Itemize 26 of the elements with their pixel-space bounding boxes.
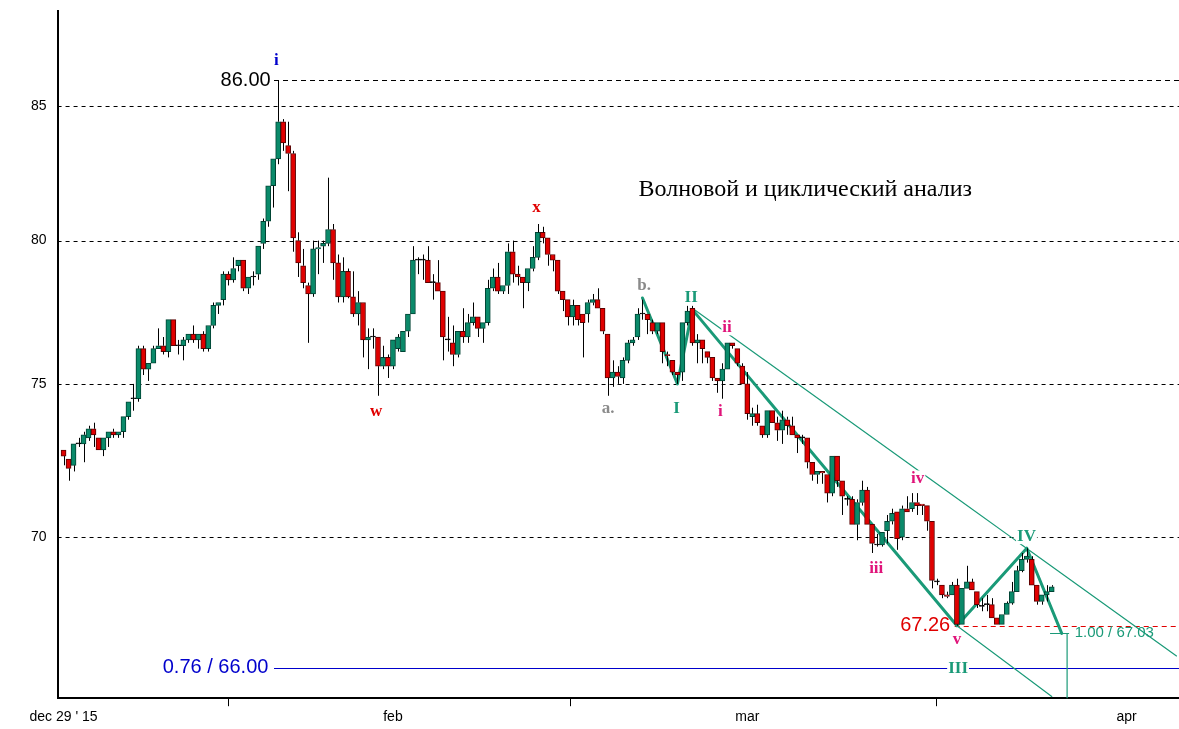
annotation: II [684,287,699,307]
annotation: IV [1017,525,1037,545]
annotation: w [369,401,383,421]
y-tick-label: 85 [30,96,47,113]
ref-line-label: 0.76 / 66.00 [162,655,269,678]
annotation: iv [911,467,925,487]
x-tick-label: apr [1116,708,1138,725]
annotation: a. [601,398,615,418]
x-tick-label: dec 29 ' 15 [29,708,98,725]
annotation: III [948,658,969,678]
annotation: I [673,397,681,417]
annotation: ii [722,316,733,336]
annotation: iii [869,557,884,577]
annotation: i [717,401,723,421]
annotation: i [273,49,279,69]
annotation: b. [637,274,651,294]
ref-line-label: 86.00 [220,67,271,90]
x-tick-label: mar [735,708,760,725]
annotation: v [952,628,962,648]
annotation: Волновой и циклический анализ [638,175,972,202]
y-tick-label: 70 [30,527,47,544]
annotation: x [532,197,542,217]
ref-line-label: 67.26 [900,613,951,636]
y-tick-label: 80 [30,231,47,248]
x-tick-label: feb [383,708,403,725]
y-tick-label: 75 [30,374,47,391]
